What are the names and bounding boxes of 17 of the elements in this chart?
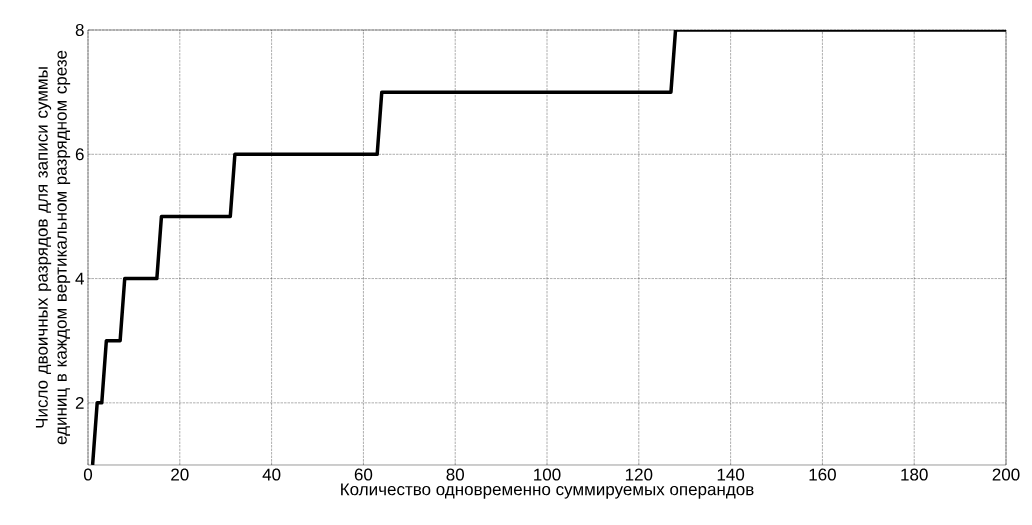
x-tick-label: 20	[171, 468, 189, 481]
x-tick-label: 140	[717, 468, 745, 481]
x-tick-label: 180	[901, 468, 928, 481]
y-tick-label: 2	[75, 396, 84, 409]
y-tick-label: 8	[75, 23, 84, 37]
x-tick-label: 200	[992, 468, 1020, 481]
x-tick-label: 80	[446, 468, 464, 481]
x-axis-title: Количество одновременно суммируемых операндов	[341, 483, 754, 499]
x-tick-label: 120	[625, 468, 653, 481]
x-tick-label: 100	[534, 468, 561, 481]
y-axis-title: Число двоичных разрядов для записи суммы единиц в каждом вертикальном разрядном срезе	[35, 50, 71, 445]
x-tick-label: 0	[83, 468, 93, 481]
x-tick-label: 40	[262, 468, 281, 481]
x-tick-label: 60	[354, 468, 373, 481]
y-tick-label: 4	[75, 272, 84, 285]
x-tick-label: 160	[809, 468, 836, 481]
y-tick-label: 6	[75, 148, 84, 161]
